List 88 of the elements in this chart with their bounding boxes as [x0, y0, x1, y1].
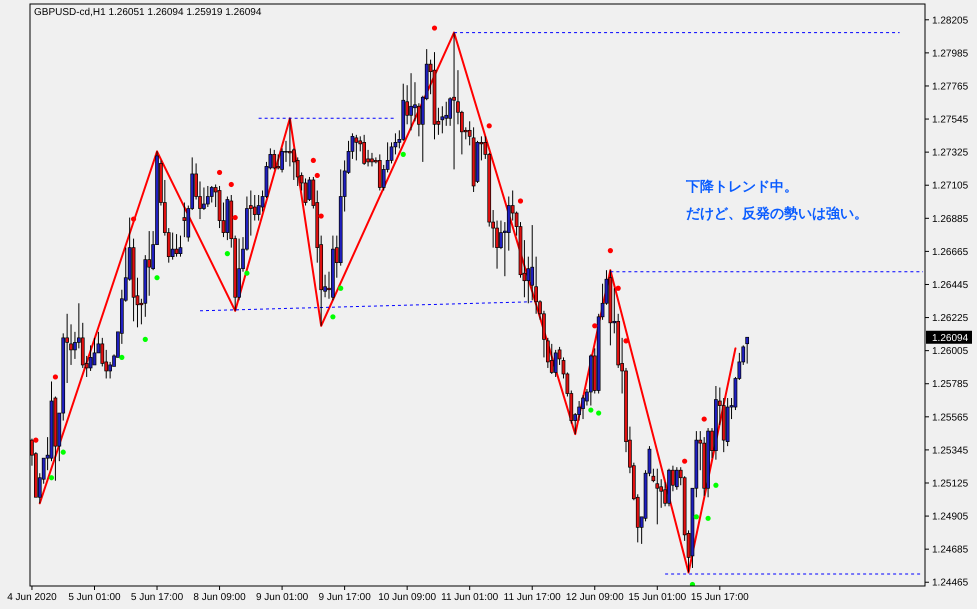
- point: [142, 336, 148, 342]
- point: [228, 182, 234, 188]
- point: [694, 514, 699, 520]
- x-tick-label: 15 Jun 01:00: [628, 592, 687, 603]
- y-tick-label: 1.25785: [932, 379, 969, 390]
- point: [608, 248, 613, 254]
- x-tick-label: 4 Jun 2020: [7, 592, 58, 603]
- point: [130, 216, 136, 222]
- x-tick-label: 15 Jun 17:00: [690, 592, 750, 603]
- y-tick-label: 1.24465: [932, 578, 969, 589]
- y-tick-label: 1.26005: [932, 346, 969, 358]
- y-tick-label: 1.26665: [932, 246, 969, 258]
- point: [616, 286, 621, 291]
- candlestick: [745, 336, 750, 364]
- point: [314, 172, 320, 178]
- candlestick: [440, 106, 444, 134]
- point: [518, 198, 524, 204]
- point: [232, 214, 238, 220]
- y-tick-label: 1.25345: [932, 445, 969, 456]
- point: [119, 354, 124, 360]
- point: [224, 251, 230, 256]
- candlestick: [354, 134, 358, 161]
- point: [330, 314, 336, 320]
- y-tick-label: 1.27325: [932, 148, 969, 159]
- x-tick-label: 12 Jun 09:00: [566, 592, 624, 603]
- y-tick-label: 1.27545: [932, 114, 969, 126]
- y-tick-label: 1.24905: [932, 512, 969, 523]
- y-tick-label: 1.27105: [932, 180, 969, 192]
- point: [713, 482, 719, 488]
- point: [705, 516, 711, 521]
- x-tick-label: 11 Jun 01:00: [441, 592, 499, 603]
- point: [486, 123, 492, 128]
- point: [310, 158, 316, 164]
- x-tick-label: 5 Jun 17:00: [130, 592, 184, 603]
- candlestick: [674, 466, 679, 490]
- y-tick-label: 1.27765: [932, 81, 969, 92]
- chart-title: GBPUSD-cd,H1 1.26051 1.26094 1.25919 1.26094: [34, 7, 262, 18]
- candlestick: [256, 194, 260, 222]
- point: [154, 275, 160, 280]
- candlestick: [182, 202, 186, 238]
- point: [592, 323, 598, 328]
- point: [244, 270, 250, 276]
- x-tick-label: 8 Jun 09:00: [193, 592, 246, 603]
- x-tick-label: 10 Jun 09:00: [378, 592, 436, 603]
- candlestick: [170, 232, 175, 260]
- y-tick-label: 1.25565: [932, 412, 969, 424]
- x-tick-label: 11 Jun 17:00: [504, 592, 562, 603]
- candlestick: [178, 235, 182, 258]
- y-tick-label: 1.25125: [932, 478, 969, 490]
- point: [48, 475, 54, 480]
- point: [33, 438, 38, 443]
- candlestick: [202, 186, 206, 211]
- candlestick: [210, 185, 214, 204]
- point: [338, 286, 344, 291]
- annotation: 下降トレンド中。: [685, 178, 798, 194]
- y-tick-label: 1.28205: [932, 15, 969, 26]
- point: [318, 213, 324, 219]
- point: [588, 407, 594, 413]
- x-tick-label: 9 Jun 01:00: [256, 592, 309, 603]
- candlestick: [370, 152, 374, 167]
- y-tick-label: 1.27985: [932, 48, 969, 60]
- point: [60, 450, 66, 455]
- text: 1.26094: [932, 332, 969, 344]
- x-tick-label: 9 Jun 17:00: [318, 592, 372, 603]
- point: [216, 170, 222, 176]
- point: [432, 25, 438, 31]
- candlestick: [288, 118, 292, 167]
- y-tick-label: 1.26225: [932, 313, 969, 324]
- y-tick-label: 1.26445: [932, 280, 969, 291]
- candlestick: [308, 176, 312, 202]
- candlestick: [655, 468, 660, 525]
- point: [400, 152, 406, 157]
- candlestick: [409, 72, 413, 131]
- x-tick-label: 5 Jun 01:00: [68, 592, 122, 603]
- candlestick: [174, 234, 178, 258]
- candlestick: [452, 32, 456, 170]
- y-tick-label: 1.26885: [932, 214, 969, 225]
- point: [690, 582, 696, 586]
- point: [682, 458, 688, 464]
- point: [702, 416, 707, 422]
- candlestick: [206, 185, 210, 208]
- y-tick-label: 1.24685: [932, 544, 969, 556]
- point: [52, 374, 58, 380]
- candlestick: [362, 134, 366, 166]
- candlestick: [276, 154, 280, 170]
- point: [596, 410, 602, 416]
- annotation: だけど、反発の勢いは強い。: [686, 205, 868, 221]
- candlestick: [272, 149, 276, 170]
